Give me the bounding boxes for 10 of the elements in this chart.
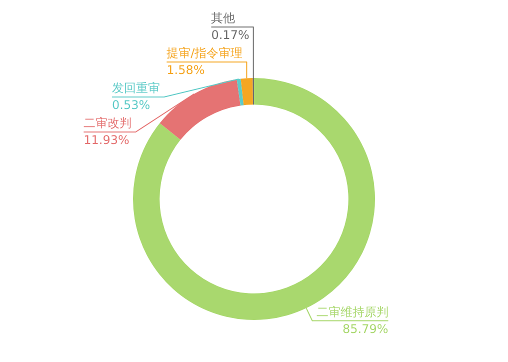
slice-label: 发回重审 [112,81,160,96]
data-label: 0.53% [112,98,150,112]
data-label: 1.58% [166,63,205,78]
data-label: 85.79% [342,322,388,336]
slice-label: 提审/指令审理 [166,46,243,60]
slice-label: 其他 [211,11,236,26]
data-label: 11.93% [84,133,130,148]
data-label: 0.17% [211,28,250,42]
slice-label: 二审改判 [84,116,132,130]
slice-label: 二审维持原判 [316,304,388,319]
